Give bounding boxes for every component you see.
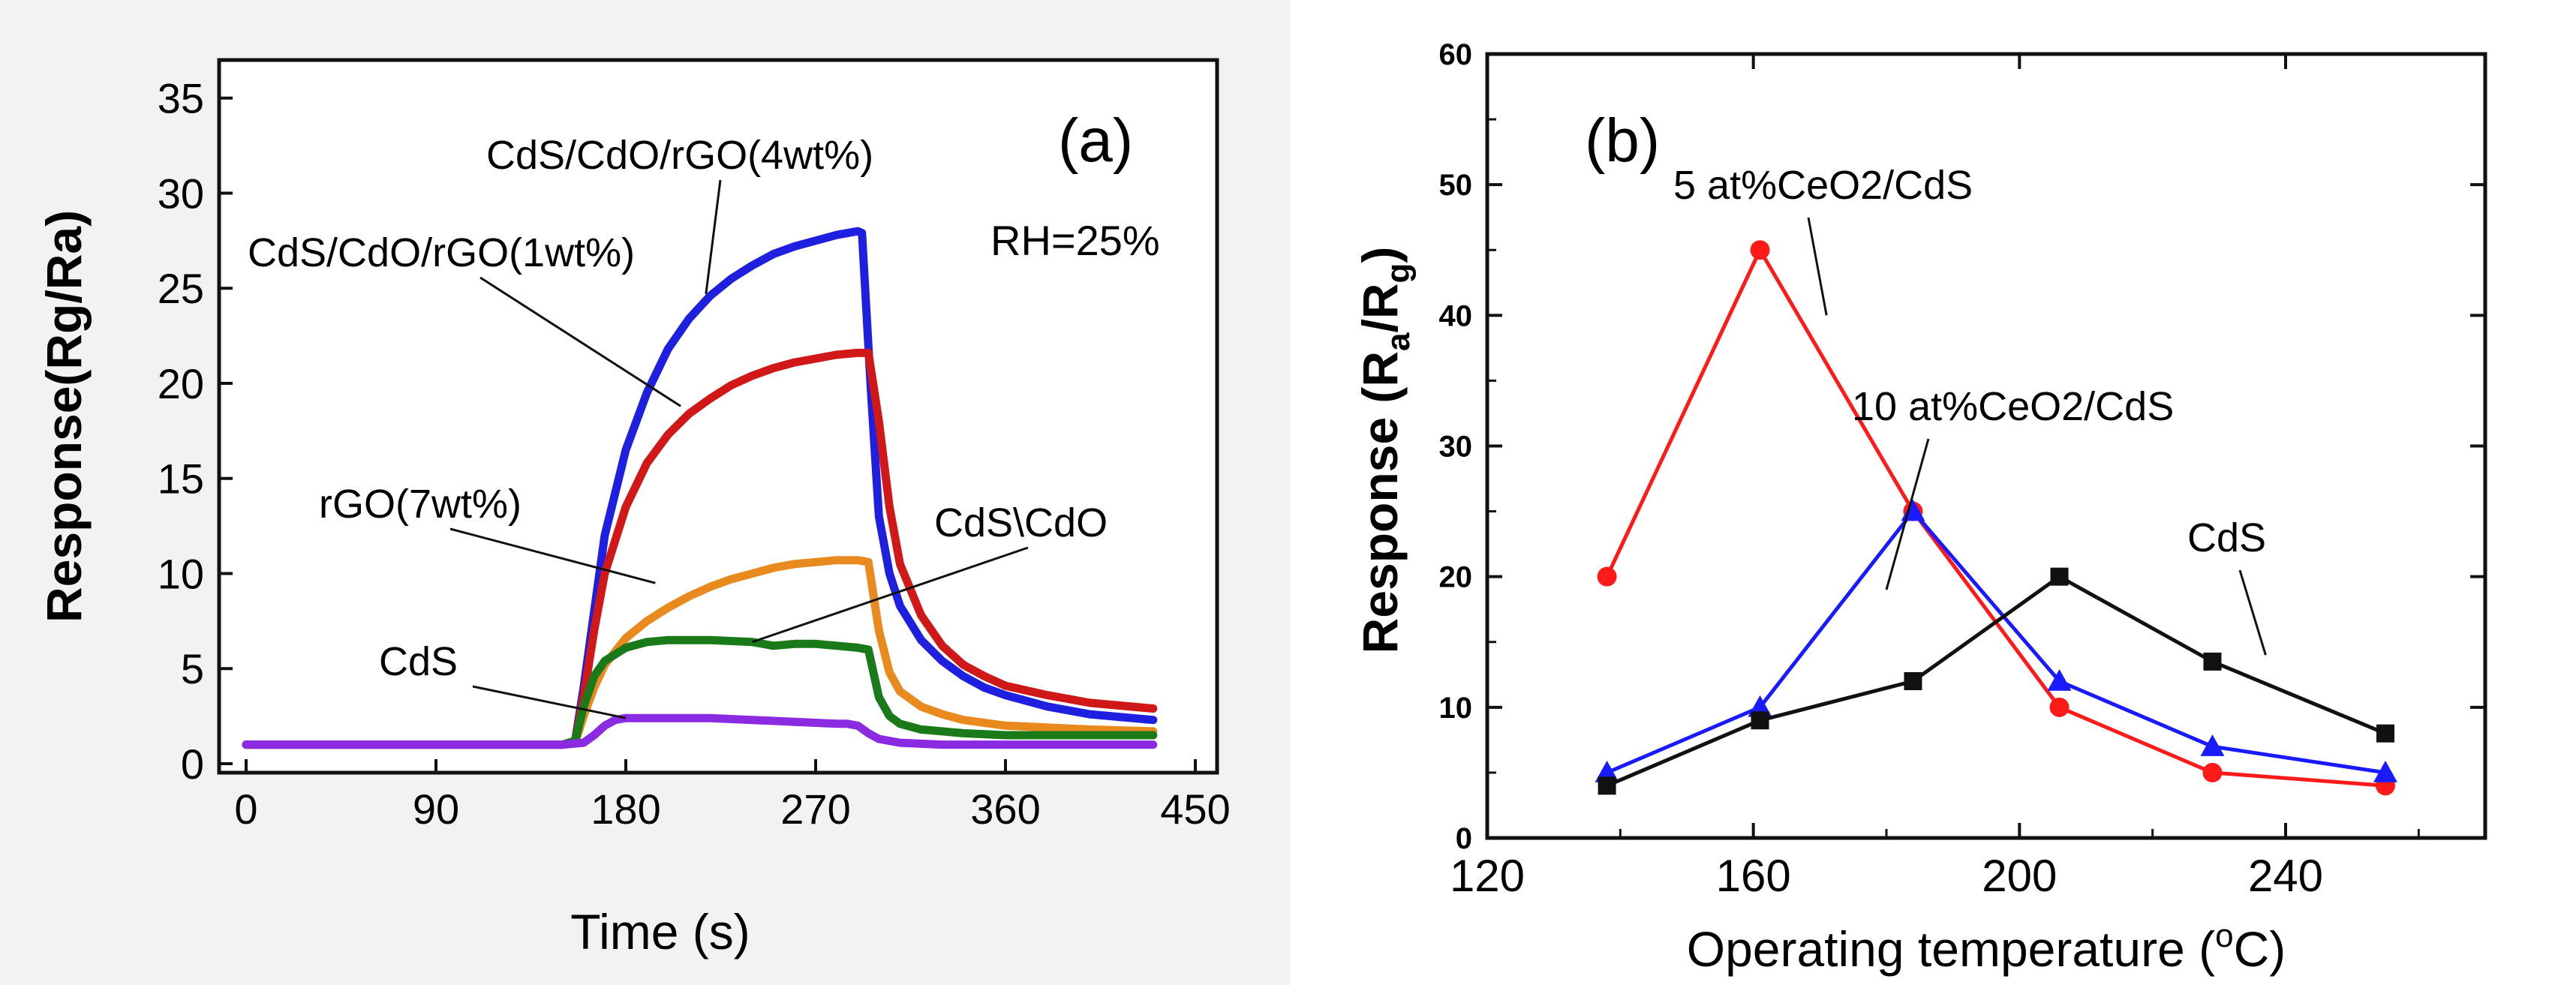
series-label-cds: CdS — [2187, 515, 2266, 560]
callout-leader-10-at-ceo2-cds — [1885, 438, 1930, 590]
callout-leader-cds-cdo-rgo-4wt — [705, 179, 722, 295]
panel-b-y-tick-label: 30 — [1439, 431, 1473, 464]
panel-a-annotation: RH=25% — [990, 217, 1160, 264]
panel-a-x-tick-label: 360 — [970, 785, 1040, 833]
series-line-cds-cdo — [242, 635, 1158, 749]
panel-a-y-tick-label: 15 — [158, 455, 204, 503]
panel-b-y-tick-label: 60 — [1439, 38, 1473, 71]
data-point-10-at-ceo2-cds — [2373, 760, 2397, 782]
panel-b-y-axis-title-sub2: g — [1380, 263, 1417, 284]
callout-leader-cds — [2238, 569, 2267, 656]
panel-a-x-tick-label: 0 — [234, 785, 257, 833]
series-label-rgo-7wt: rGO(7wt%) — [319, 482, 522, 527]
panel-b: 0 10 20 30 40 50 60 120 160 200 240 5 at%CeO2/CdS 1… — [1352, 38, 2487, 977]
series-label-cds-cdo-rgo-1wt: CdS/CdO/rGO(1wt%) — [248, 230, 635, 275]
callout-leader-cds-cdo-rgo-1wt — [479, 276, 681, 407]
panel-a-y-tick-label: 35 — [158, 75, 204, 122]
panel-a-y-tick-label: 20 — [158, 360, 204, 407]
panel-b-x-axis-title-unit: C) — [2234, 921, 2286, 977]
panel-a-plot-background — [219, 60, 1217, 773]
series-line-cds-cdo-rgo-4wt — [242, 227, 1158, 749]
panel-b-y-axis-title-close: ) — [1352, 247, 1408, 263]
data-point-cds — [1598, 776, 1616, 795]
data-point-cds — [2203, 652, 2222, 671]
panel-a-x-tick-label: 270 — [780, 785, 850, 833]
panel-b-x-axis-title-text: Operating temperature ( — [1687, 921, 2215, 977]
panel-b-y-tick-label: 0 — [1456, 822, 1472, 855]
data-point-5-at-ceo2-cds — [2202, 762, 2223, 782]
series-line-5-at-ceo2-cds — [1605, 245, 2386, 788]
panel-a-x-tick-label: 180 — [591, 785, 660, 833]
panel-b-y-axis-title: Response (Ra/Rg) — [1352, 247, 1417, 654]
data-point-cds — [1904, 672, 1922, 690]
data-point-cds — [2376, 724, 2394, 743]
panel-b-y-axis-title-sub1: a — [1380, 332, 1417, 351]
callout-leader-rgo-7wt — [449, 527, 656, 584]
panel-b-y-tick-label: 20 — [1439, 561, 1473, 594]
panel-a-label: (a) — [1058, 107, 1133, 175]
panel-b-x-axis-title-degree: o — [2215, 917, 2233, 954]
panel-a-y-tick-label: 30 — [158, 170, 204, 217]
panel-b-x-tick-label: 240 — [2248, 851, 2323, 901]
panel-b-y-tick-label: 10 — [1439, 692, 1473, 725]
panel-b-x-axis-title: Operating temperature (oC) — [1687, 917, 2286, 977]
panel-a: CdS/CdO/rGO(4wt%) CdS/CdO/rGO(1wt%) rGO(7w… — [0, 0, 1291, 985]
series-label-cds: CdS — [379, 639, 458, 684]
series-line-cds-cdo-rgo-1wt — [242, 348, 1158, 749]
data-point-5-at-ceo2-cds — [2049, 697, 2070, 717]
data-point-cds — [1751, 711, 1769, 730]
callout-leader-cds-cdo — [752, 546, 1029, 644]
panel-b-label: (b) — [1585, 107, 1660, 175]
series-line-cds — [242, 713, 1158, 749]
series-line-cds — [1606, 574, 2386, 788]
panel-a-y-tick-label: 5 — [181, 645, 204, 692]
panel-b-x-tick-label: 200 — [1982, 851, 2057, 901]
series-label-5-at-ceo2-cds: 5 at%CeO2/CdS — [1673, 163, 1973, 208]
panel-a-x-tick-label: 90 — [413, 785, 459, 833]
series-line-10-at-ceo2-cds — [1606, 508, 2386, 775]
panel-b-y-axis-title-text: Response (R — [1352, 351, 1408, 653]
data-point-5-at-ceo2-cds — [1750, 240, 1770, 260]
panel-b-x-tick-label: 160 — [1716, 851, 1791, 901]
panel-b-y-tick-label: 50 — [1439, 169, 1473, 202]
callout-leader-cds — [472, 685, 627, 719]
panel-a-y-tick-label: 0 — [181, 740, 204, 788]
panel-b-x-tick-label: 120 — [1450, 851, 1525, 901]
series-label-cds-cdo: CdS\CdO — [934, 500, 1108, 545]
callout-leader-5-at-ceo2-cds — [1807, 217, 1828, 316]
panel-a-x-axis-title: Time (s) — [570, 904, 750, 959]
panel-a-y-tick-label: 10 — [158, 550, 204, 597]
data-point-cds — [2050, 567, 2069, 586]
panel-a-y-tick-label: 25 — [158, 265, 204, 312]
data-point-5-at-ceo2-cds — [1597, 566, 1617, 587]
panel-b-y-axis-title-slash: /R — [1352, 283, 1408, 332]
data-point-10-at-ceo2-cds — [2047, 669, 2072, 691]
panel-a-x-tick-label: 450 — [1160, 785, 1230, 833]
panel-a-plot-frame — [217, 58, 1219, 775]
series-label-10-at-ceo2-cds: 10 at%CeO2/CdS — [1852, 384, 2174, 429]
series-label-cds-cdo-rgo-4wt: CdS/CdO/rGO(4wt%) — [486, 133, 873, 178]
data-point-10-at-ceo2-cds — [2200, 734, 2225, 756]
panel-a-y-axis-title: Response(Rg/Ra) — [36, 210, 92, 623]
panel-b-y-tick-label: 40 — [1439, 299, 1473, 332]
